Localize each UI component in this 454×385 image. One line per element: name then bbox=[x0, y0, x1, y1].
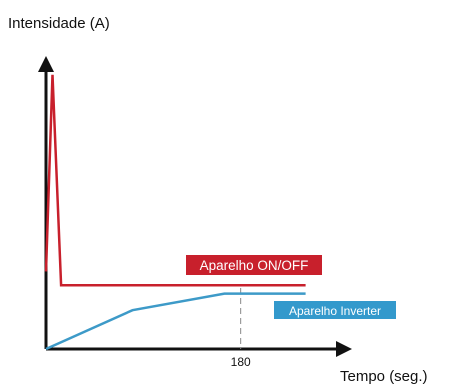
series-label-box-on-off bbox=[186, 255, 322, 275]
series-labels: Aparelho ON/OFF Aparelho Inverter bbox=[186, 255, 396, 319]
series-layer bbox=[44, 74, 306, 351]
x-axis-title: Tempo (seg.) bbox=[340, 368, 428, 385]
x-axis-arrow bbox=[336, 341, 352, 357]
series-line-inverter bbox=[45, 292, 306, 351]
y-axis-arrow bbox=[38, 56, 54, 72]
series-line-on-off bbox=[44, 74, 306, 287]
y-axis-title: Intensidade (A) bbox=[8, 15, 110, 32]
series-label-box-inverter bbox=[274, 301, 396, 319]
axes bbox=[38, 56, 352, 357]
x-tick-label-180: 180 bbox=[231, 355, 251, 369]
series-label-on-off: Aparelho ON/OFF bbox=[200, 258, 309, 273]
series-label-inverter: Aparelho Inverter bbox=[289, 304, 381, 318]
